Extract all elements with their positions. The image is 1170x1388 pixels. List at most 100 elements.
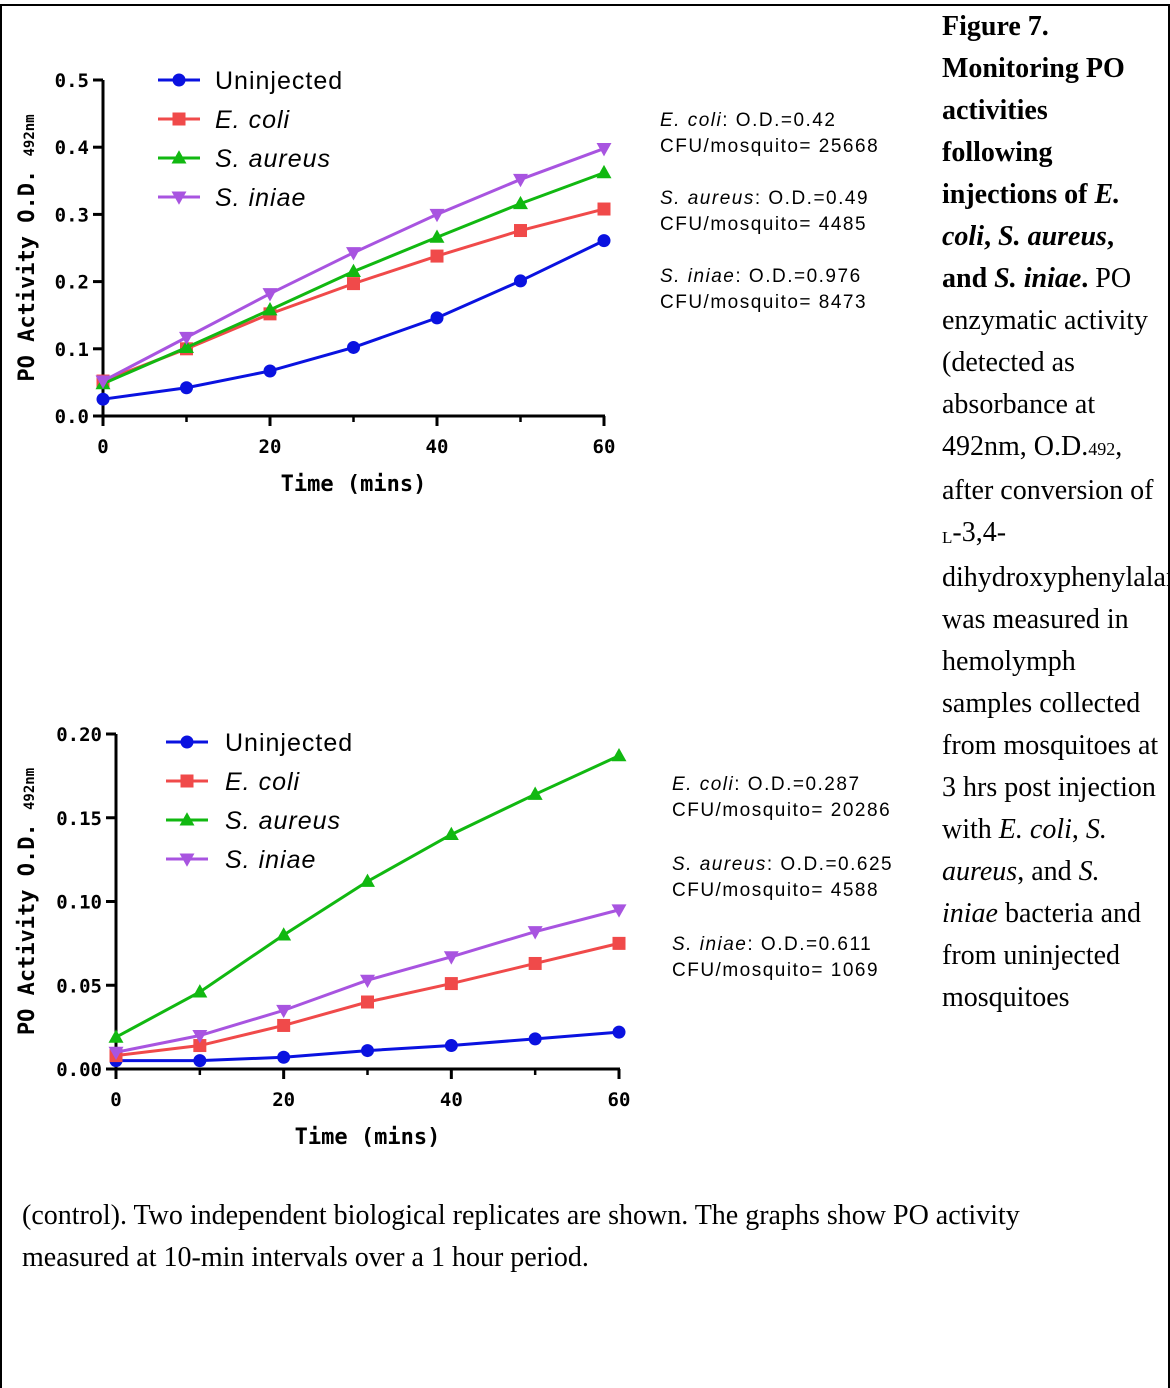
point-uninjected [528,1032,542,1046]
point-s-iniae [527,926,543,940]
point-s-aureus [360,873,375,887]
point-e-coli [347,277,360,291]
caption-text: PO enzymatic activity (detected as absor… [942,263,1149,462]
point-s-iniae [262,288,278,302]
point-s-aureus [596,164,612,179]
annotation-species: S. aureus [672,854,767,875]
point-uninjected [263,364,277,378]
annotation-species: S. iniae [672,934,747,955]
caption-bottom: (control). Two independent biological re… [22,1200,1020,1273]
legend-marker-e-coli [180,774,194,788]
y-axis-title-main: PO Activity O.D. [15,156,40,381]
point-s-iniae [360,974,375,989]
point-s-aureus [611,747,627,762]
annotation-s-aureus-cfu: CFU/mosquito= 4485 [660,214,867,235]
point-uninjected [361,1044,374,1058]
legend-label-s-aureus: S. aureus [225,807,341,835]
caption-text: , after conversion of [942,431,1154,506]
annotation-species: S. aureus [660,188,755,209]
caption-text: , [1071,814,1086,845]
annotation-od: : O.D.=0.287 [734,774,860,795]
point-uninjected [430,311,444,325]
annotation-e-coli-cfu: CFU/mosquito= 20286 [672,800,891,821]
y-axis-title: PO Activity O.D. 492nm [15,768,40,1035]
point-s-aureus [179,339,194,353]
caption-sub: 492 [1088,439,1116,459]
y-axis-title-sub: 492nm [22,114,38,156]
figure-label: Figure 7. [942,11,1049,42]
y-tick-label: 0.05 [56,975,102,997]
annotation-s-aureus-cfu: CFU/mosquito= 4588 [672,880,879,901]
point-e-coli [193,1039,207,1053]
point-s-iniae [429,208,445,223]
annotation-s-iniae-od: S. iniae: O.D.=0.976 [660,266,862,287]
figure-title: Monitoring PO activities following injec… [942,53,1125,294]
y-tick-label: 0.2 [55,272,89,294]
point-s-iniae [95,375,111,389]
point-s-iniae [192,1029,208,1044]
chart-replicate-1: 0.0 0.1 0.2 0.3 0.4 0.5 0 20 40 60 Time (mins) PO A… [0,0,920,640]
legend-label-s-iniae: S. iniae [225,846,316,874]
point-s-aureus [276,927,292,941]
chart-replicate-2: 0.00 0.05 0.10 0.15 0.20 0 20 40 60 Time (mins) PO… [0,640,920,1280]
title-part: , and [942,221,1114,294]
y-tick-label: 0.00 [56,1059,102,1081]
caption-text: , and [1017,856,1079,887]
y-tick-label: 0.4 [55,137,89,159]
point-s-aureus [527,786,543,800]
y-tick-label: 0.0 [55,406,89,428]
title-part: S. aureus [998,221,1107,252]
point-s-aureus [443,826,459,841]
x-tick-label: 60 [608,1089,631,1111]
caption-italic: S. aureus [942,814,1107,887]
title-part: . [1081,263,1089,294]
annotation-species: E. coli [660,110,722,131]
x-axis-title: Time (mins) [281,472,427,497]
point-uninjected [612,1025,626,1039]
title-part: E. coli [942,179,1121,252]
x-tick-label: 40 [440,1089,463,1111]
chart-2-svg: 0.00 0.05 0.10 0.15 0.20 0 20 40 60 Time (mins) PO… [15,724,893,1150]
point-e-coli [597,202,611,216]
point-s-iniae [611,904,627,918]
point-uninjected [193,1054,207,1068]
legend-label-uninjected: Uninjected [225,729,353,757]
annotation-e-coli-od: E. coli: O.D.=0.42 [660,110,836,131]
caption-italic: E. coli [998,814,1072,845]
point-e-coli [528,956,542,970]
x-axis-title: Time (mins) [295,1125,441,1150]
caption-text: bacteria and from uninjected mosquitoes [942,898,1142,1013]
annotation-s-iniae-cfu: CFU/mosquito= 1069 [672,960,879,981]
legend-marker-s-aureus [179,812,195,826]
caption-body: PO enzymatic activity (detected as absor… [942,263,1170,1013]
series-line-s-aureus [115,754,620,1039]
annotation-species: E. coli [672,774,734,795]
figure-frame [0,4,1170,1388]
annotation-s-aureus-od: S. aureus: O.D.=0.625 [672,854,893,875]
caption-sub: L [942,528,953,547]
legend-label-e-coli: E. coli [225,768,301,796]
legend-marker-s-iniae [171,191,187,205]
annotation-od: : O.D.=0.42 [722,110,836,131]
y-axis-title-main: PO Activity O.D. [15,810,40,1035]
annotation-od: : O.D.=0.625 [767,854,893,875]
legend-label-s-iniae: S. iniae [215,184,306,212]
y-tick-label: 0.1 [55,339,89,361]
point-uninjected [180,381,193,395]
legend-label-uninjected: Uninjected [215,67,343,95]
x-tick-label: 40 [426,436,449,458]
point-uninjected [96,392,110,406]
annotation-species: S. iniae [660,266,735,287]
x-tick-label: 0 [97,436,108,458]
point-e-coli [277,1018,291,1032]
point-s-aureus [108,1029,124,1043]
point-s-aureus [513,195,528,210]
legend-marker-uninjected [172,73,186,87]
point-e-coli [430,249,444,263]
legend-marker-s-aureus [171,150,187,164]
point-s-iniae [108,1046,124,1061]
y-tick-label: 0.10 [56,892,102,914]
x-tick-label: 60 [593,436,616,458]
point-s-aureus [192,984,208,998]
title-part: S. iniae [994,263,1082,294]
